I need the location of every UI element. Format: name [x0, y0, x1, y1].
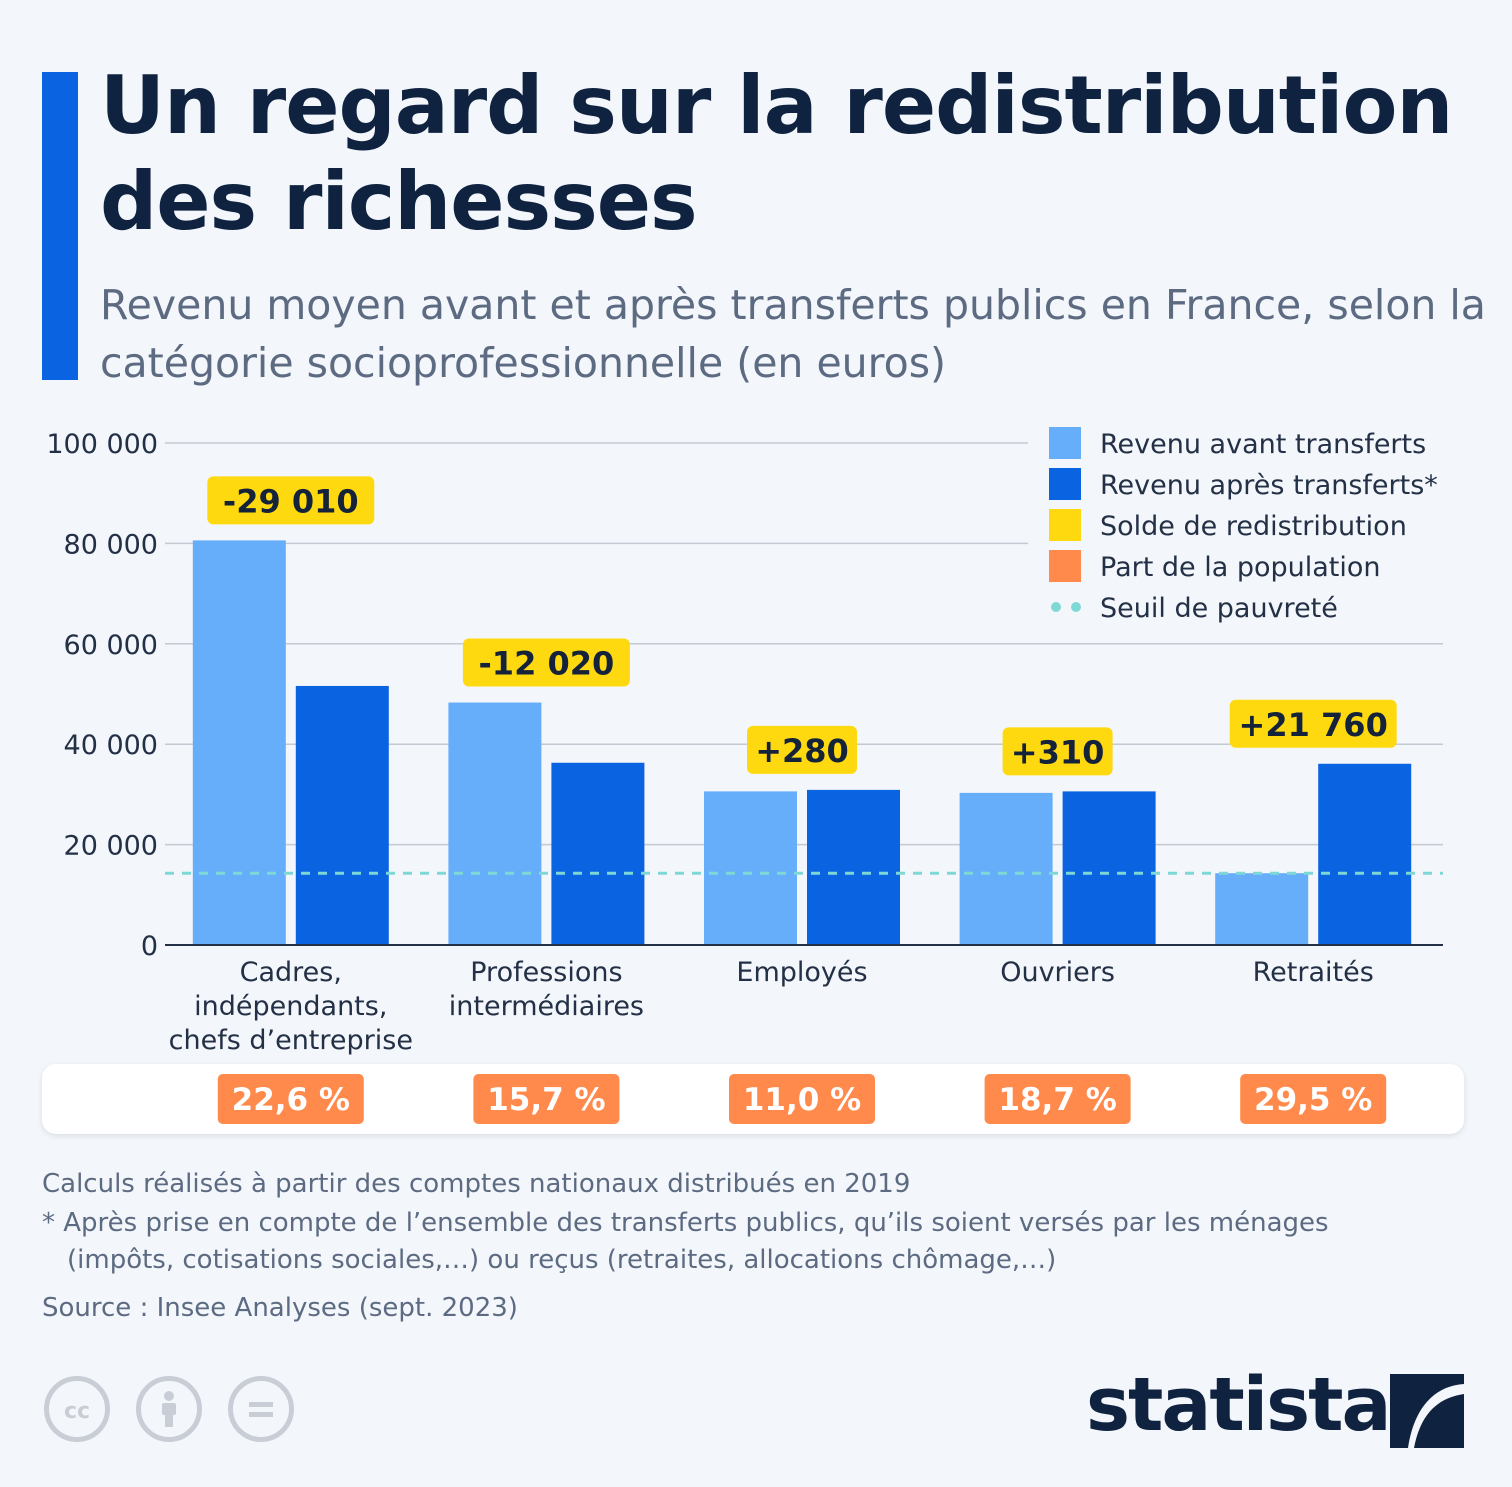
- category-label: intermédiaires: [449, 991, 644, 1022]
- bar-chart: 0 20 000 40 000 60 000 80 000 100 000 -29 010 -…: [46, 427, 1443, 1124]
- population-share-badge: [729, 1074, 875, 1124]
- category-label: indépendants,: [194, 991, 387, 1022]
- population-share-badge: [1240, 1074, 1387, 1124]
- y-tick-label: 20 000: [64, 831, 158, 862]
- balance-label: +280: [755, 732, 849, 770]
- bar-avant-transferts: [192, 540, 286, 945]
- note-calculation: Calculs réalisés à partir des comptes na…: [42, 1169, 911, 1199]
- balance-label: -12 020: [479, 645, 615, 683]
- bar-apres-transferts: [295, 685, 389, 945]
- balance-badge: [462, 638, 630, 687]
- source-note: Source : Insee Analyses (sept. 2023): [42, 1293, 518, 1323]
- note-footnote: * Après prise en compte de l’ensemble de…: [42, 1208, 1329, 1238]
- population-share-badge: [217, 1074, 364, 1124]
- legend-population-swatch: [1049, 550, 1081, 582]
- by-icon: [136, 1376, 202, 1442]
- category-label: Retraités: [1253, 957, 1374, 988]
- bar-avant-transferts: [1215, 873, 1309, 945]
- population-share-label: 29,5 %: [1254, 1082, 1372, 1118]
- legend-avant-transferts-swatch: [1049, 427, 1081, 459]
- bar-avant-transferts: [448, 702, 542, 945]
- category-label: Employés: [736, 957, 867, 988]
- nd-icon: [228, 1376, 294, 1442]
- y-tick-label: 100 000: [46, 429, 158, 460]
- y-tick-label: 40 000: [64, 730, 158, 761]
- legend-seuil-pauvrete-text: Seuil de pauvreté: [1100, 593, 1338, 624]
- category-label: chefs d’entreprise: [169, 1025, 413, 1056]
- y-tick-label: 80 000: [64, 529, 158, 560]
- population-share-label: 11,0 %: [743, 1082, 861, 1118]
- balance-badge: [1002, 727, 1113, 776]
- bar-apres-transferts: [1318, 763, 1412, 945]
- cc-icon: cc: [44, 1376, 110, 1442]
- population-share-badge: [984, 1074, 1131, 1124]
- balance-label: -29 010: [223, 482, 359, 520]
- bar-avant-transferts: [704, 791, 797, 945]
- legend-solde-text: Solde de redistribution: [1100, 511, 1407, 542]
- population-share-label: 15,7 %: [487, 1082, 605, 1118]
- note-footnote-continued: (impôts, cotisations sociales,…) ou reçu…: [67, 1245, 1057, 1275]
- balance-badge: [207, 476, 375, 525]
- legend-apres-transferts-swatch: [1049, 468, 1081, 500]
- chart-title: Un regard sur la redistribution des rich…: [100, 59, 1453, 248]
- legend-seuil-pauvrete-swatch: [1051, 602, 1061, 612]
- accent-bar: [42, 72, 78, 380]
- y-tick-label: 0: [141, 931, 158, 962]
- population-share-label: 22,6 %: [232, 1082, 350, 1118]
- balance-label: +21 760: [1239, 706, 1388, 744]
- legend-solde-swatch: [1049, 509, 1081, 541]
- bar-apres-transferts: [807, 789, 900, 945]
- balance-label: +310: [1011, 733, 1105, 771]
- y-tick-label: 60 000: [64, 630, 158, 661]
- category-label: Professions: [470, 957, 622, 988]
- bar-apres-transferts: [551, 762, 645, 945]
- legend-apres-transferts-text: Revenu après transferts*: [1100, 470, 1438, 501]
- bar-apres-transferts: [1062, 791, 1156, 945]
- category-label: Ouvriers: [1000, 957, 1115, 988]
- chart-subtitle: Revenu moyen avant et après transferts p…: [100, 281, 1486, 387]
- legend-seuil-pauvrete-swatch: [1071, 602, 1081, 612]
- statista-logo-icon: [1390, 1374, 1464, 1448]
- population-share-badge: [473, 1074, 620, 1124]
- population-share-label: 18,7 %: [998, 1082, 1116, 1118]
- legend-population-text: Part de la population: [1100, 552, 1381, 583]
- category-label: Cadres,: [240, 957, 342, 988]
- bar-avant-transferts: [959, 792, 1053, 945]
- brand-logo: statista: [1086, 1362, 1391, 1448]
- balance-badge: [747, 725, 857, 774]
- svg-text:cc: cc: [64, 1399, 90, 1424]
- legend-avant-transferts-text: Revenu avant transferts: [1100, 429, 1426, 460]
- balance-badge: [1229, 699, 1397, 748]
